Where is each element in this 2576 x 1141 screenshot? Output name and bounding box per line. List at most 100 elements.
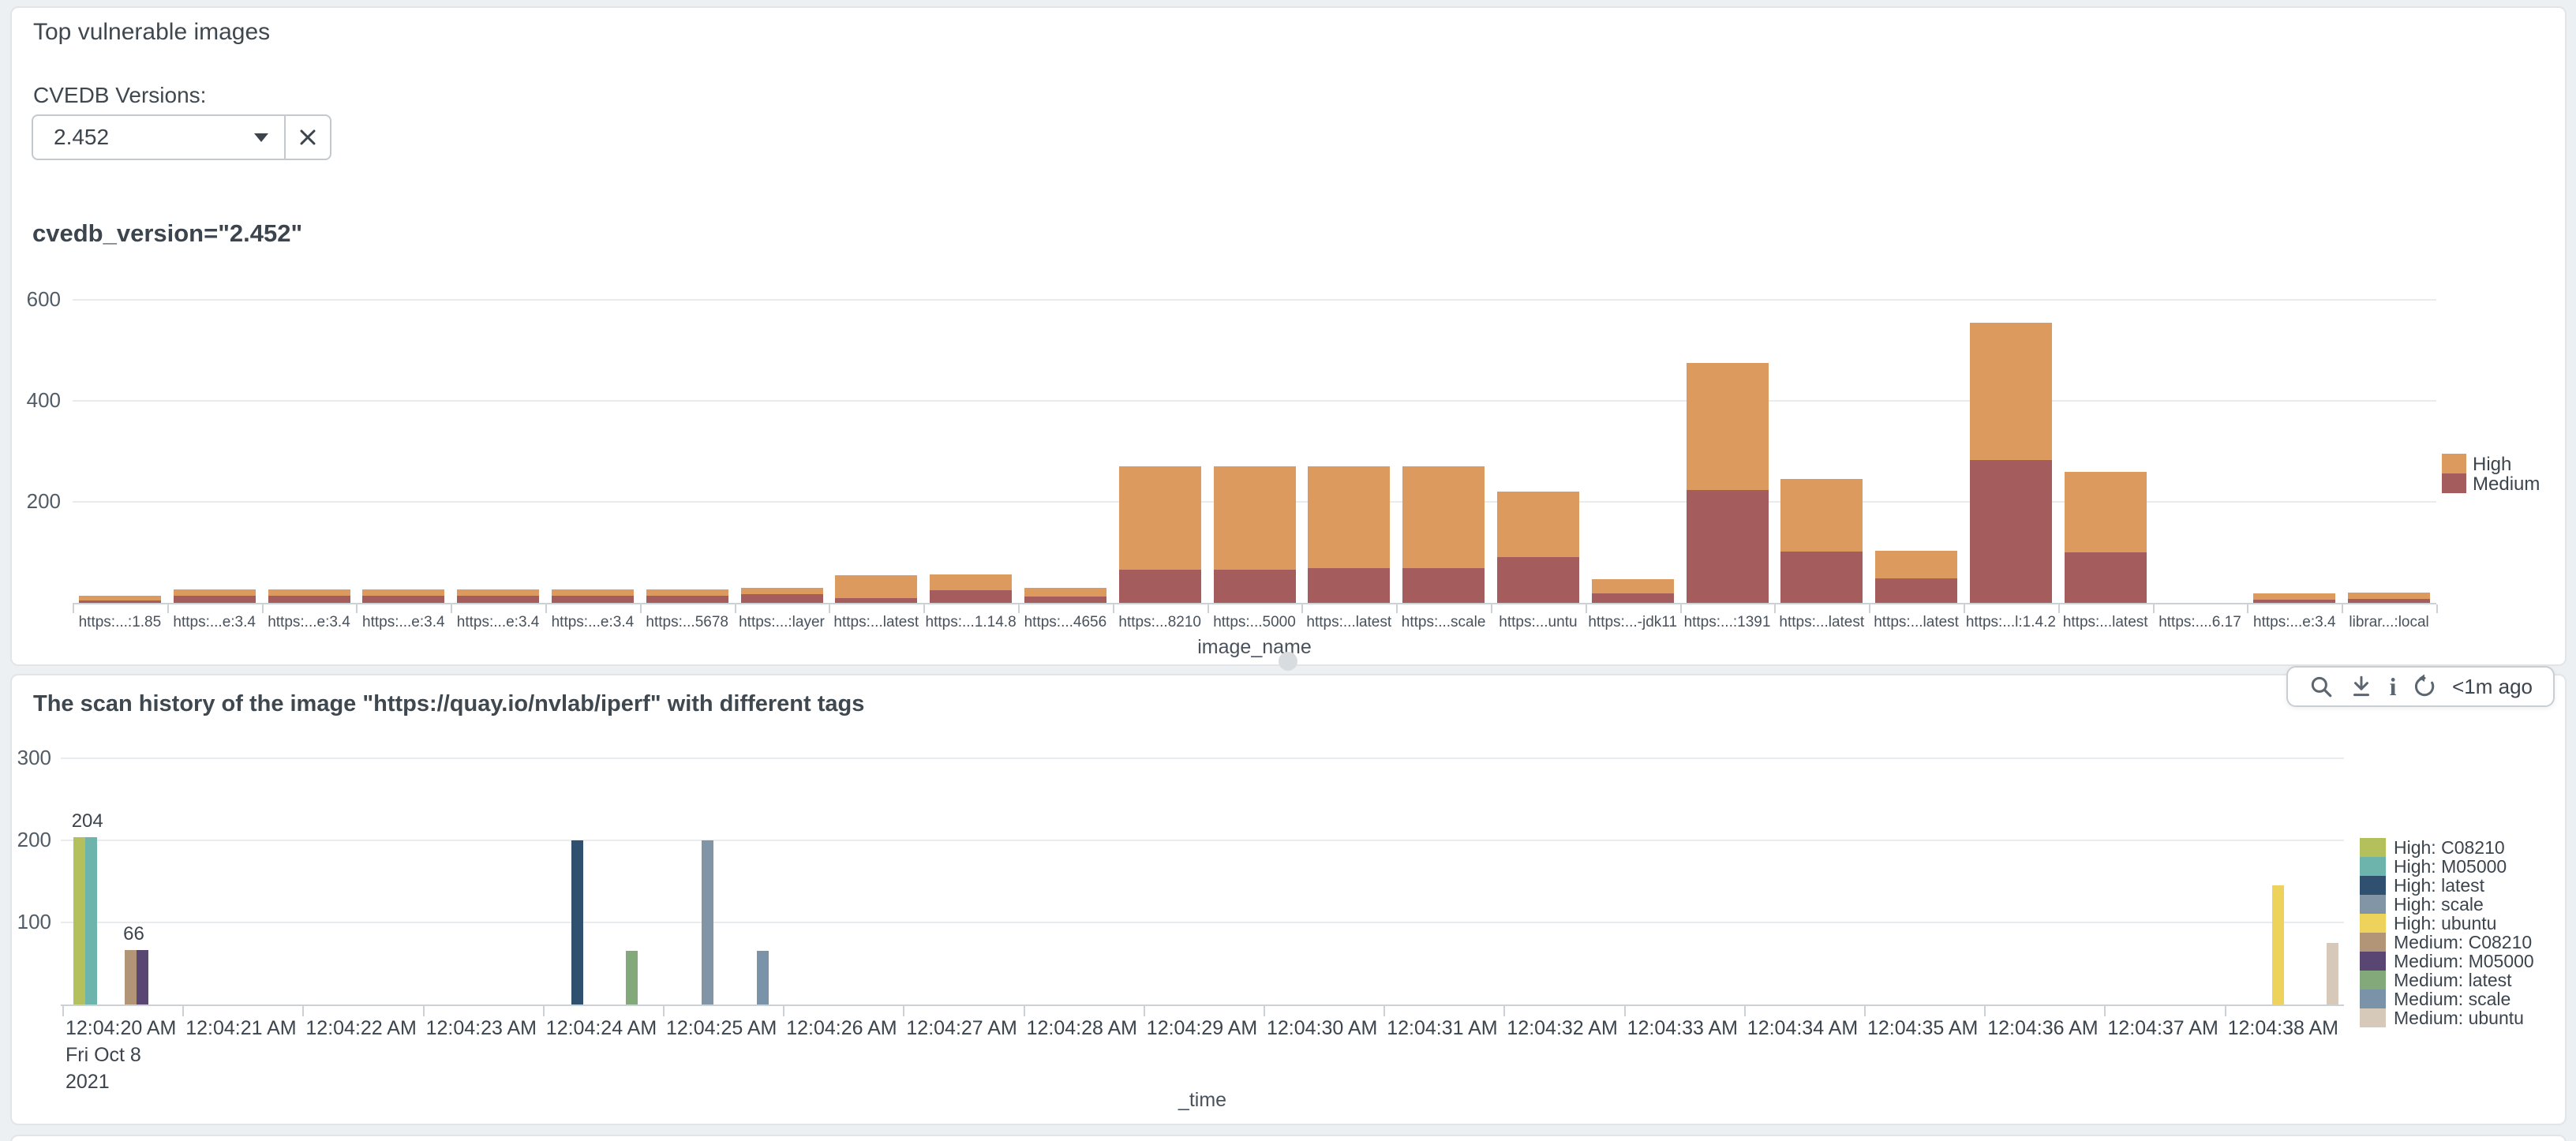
x-axis-tick-label: 12:04:21 AM xyxy=(185,1017,297,1039)
bar-medium-latest[interactable] xyxy=(625,951,638,1004)
refresh-button[interactable] xyxy=(2412,673,2437,700)
x-axis-tick-label: https:...latest xyxy=(1874,614,1959,630)
bar-segment-medium[interactable] xyxy=(1402,568,1485,603)
bar-segment-medium[interactable] xyxy=(1308,568,1391,603)
x-axis-tick xyxy=(2057,604,2060,613)
legend-item[interactable]: High: latest xyxy=(2394,875,2485,896)
x-axis-tick xyxy=(1964,604,1965,613)
bar-segment-high[interactable] xyxy=(79,596,161,600)
bar-segment-medium[interactable] xyxy=(1970,459,2052,603)
bar-high-c08210[interactable] xyxy=(73,836,85,1004)
legend-item[interactable]: Medium: scale xyxy=(2394,989,2511,1009)
x-axis-tick xyxy=(923,604,926,613)
cvedb-version-dropdown[interactable]: 2.452 xyxy=(32,114,331,160)
bar-segment-high[interactable] xyxy=(2253,593,2336,600)
bar-segment-medium[interactable] xyxy=(1686,489,1769,603)
bar-segment-medium[interactable] xyxy=(1024,597,1106,603)
legend-item[interactable]: High: C08210 xyxy=(2394,837,2505,858)
bar-segment-medium[interactable] xyxy=(552,596,634,603)
legend-item[interactable]: High: M05000 xyxy=(2394,856,2507,877)
x-axis-tick xyxy=(261,604,264,613)
panel-resize-handle[interactable] xyxy=(1279,652,1297,671)
bar-segment-medium[interactable] xyxy=(457,596,540,603)
bar-segment-medium[interactable] xyxy=(1497,557,1579,603)
bar-high-m05000[interactable] xyxy=(84,836,97,1004)
bar-segment-high[interactable] xyxy=(1497,492,1579,558)
bar-segment-high[interactable] xyxy=(268,589,350,597)
bar-segment-high[interactable] xyxy=(1875,551,1958,579)
clear-filter-button[interactable] xyxy=(284,116,330,159)
bar-medium-c08210[interactable] xyxy=(125,950,137,1004)
bar-segment-high[interactable] xyxy=(1591,578,1674,593)
bar-segment-medium[interactable] xyxy=(2348,598,2431,603)
bar-segment-high[interactable] xyxy=(835,575,918,599)
bar-segment-high[interactable] xyxy=(646,589,728,597)
bar-segment-high[interactable] xyxy=(1308,466,1391,569)
legend-item[interactable]: High: scale xyxy=(2394,894,2484,915)
x-axis-tick-label: https:...latest xyxy=(1779,614,1865,630)
bar-segment-high[interactable] xyxy=(1024,587,1106,597)
dropdown-value: 2.452 xyxy=(54,125,110,149)
x-axis-tick-label: https:...e:3.4 xyxy=(362,614,445,630)
x-axis-tick-label: https:...1.14.8 xyxy=(925,614,1017,630)
legend-item[interactable]: Medium: latest xyxy=(2394,970,2512,990)
bar-segment-high[interactable] xyxy=(457,589,540,597)
x-axis-tick-label: 12:04:37 AM xyxy=(2107,1017,2218,1039)
data-label: 204 xyxy=(71,810,103,832)
bar-segment-medium[interactable] xyxy=(173,596,256,603)
legend-item[interactable]: Medium: C08210 xyxy=(2394,932,2533,952)
bar-high-ubuntu[interactable] xyxy=(2272,885,2285,1004)
dropdown-selected-area[interactable]: 2.452 xyxy=(33,116,284,159)
legend-item[interactable]: Medium xyxy=(2473,473,2540,495)
bar-segment-high[interactable] xyxy=(1780,479,1863,552)
open-in-search-button[interactable] xyxy=(2308,673,2334,700)
bar-segment-medium[interactable] xyxy=(835,598,918,603)
bar-segment-high[interactable] xyxy=(1118,466,1201,570)
bar-segment-medium[interactable] xyxy=(268,596,350,603)
bar-segment-high[interactable] xyxy=(740,587,823,595)
bar-segment-high[interactable] xyxy=(173,589,256,597)
bar-high-latest[interactable] xyxy=(571,840,584,1004)
bar-segment-medium[interactable] xyxy=(2064,552,2147,603)
bar-segment-medium[interactable] xyxy=(1118,569,1201,603)
bar-segment-medium[interactable] xyxy=(646,596,728,603)
legend-item[interactable]: High xyxy=(2473,454,2512,475)
legend-item[interactable]: High: ubuntu xyxy=(2394,913,2497,933)
chevron-down-icon xyxy=(254,133,268,142)
x-axis-tick-label: 12:04:27 AM xyxy=(906,1017,1017,1039)
bar-segment-high[interactable] xyxy=(552,589,634,597)
bar-medium-m05000[interactable] xyxy=(137,950,149,1004)
info-button[interactable]: i xyxy=(2390,673,2397,700)
bar-segment-high[interactable] xyxy=(1970,322,2052,460)
x-axis-tick xyxy=(1301,604,1304,613)
bar-segment-high[interactable] xyxy=(2348,592,2431,599)
bar-segment-medium[interactable] xyxy=(1213,569,1296,603)
x-axis-title: image_name xyxy=(1197,636,1312,658)
bar-segment-medium[interactable] xyxy=(1780,552,1863,603)
vulnerable-images-chart: 200 400 600 https:...:1.85 https:...e:3.4 htt… xyxy=(12,8,2565,664)
bar-segment-medium[interactable] xyxy=(1591,593,1674,603)
bar-segment-medium[interactable] xyxy=(79,600,161,603)
legend-item[interactable]: Medium: ubuntu xyxy=(2394,1008,2524,1028)
bar-segment-medium[interactable] xyxy=(740,594,823,603)
bar-segment-medium[interactable] xyxy=(930,590,1013,603)
bar-segment-medium[interactable] xyxy=(362,596,445,603)
bar-segment-medium[interactable] xyxy=(2253,600,2336,603)
x-axis-tick xyxy=(2152,604,2155,613)
bar-segment-high[interactable] xyxy=(1686,363,1769,490)
chart2-title: The scan history of the image "https://q… xyxy=(33,691,865,716)
legend-item[interactable]: Medium: M05000 xyxy=(2394,951,2534,971)
bar-segment-high[interactable] xyxy=(1213,466,1296,570)
bar-medium-scale[interactable] xyxy=(756,951,769,1004)
bar-segment-high[interactable] xyxy=(930,574,1013,590)
export-button[interactable] xyxy=(2349,673,2374,700)
bar-high-scale[interactable] xyxy=(701,840,713,1004)
bar-segment-medium[interactable] xyxy=(1875,578,1958,603)
panel-scan-history: i <1m ago The scan history of the image … xyxy=(10,666,2567,1125)
scan-history-chart: 100 200 300 12:04:20 AM Fri Oct 8 2021 12:04:2… xyxy=(12,675,2565,1124)
bar-segment-high[interactable] xyxy=(362,589,445,597)
bar-medium-ubuntu[interactable] xyxy=(2326,943,2338,1004)
bar-segment-high[interactable] xyxy=(1402,466,1485,569)
x-axis-tick-label: 12:04:31 AM xyxy=(1387,1017,1498,1039)
bar-segment-high[interactable] xyxy=(2064,471,2147,552)
